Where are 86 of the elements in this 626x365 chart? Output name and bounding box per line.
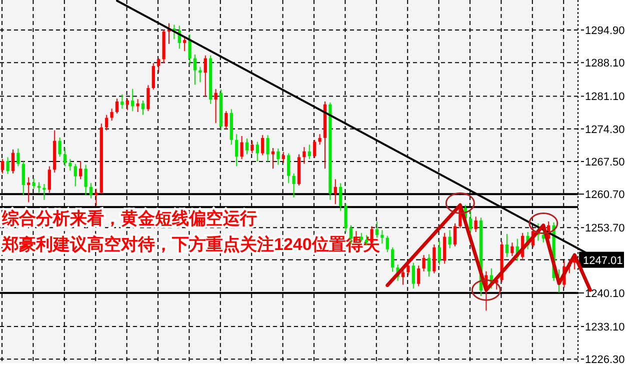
candlestick <box>412 262 415 290</box>
candlestick <box>443 232 446 264</box>
candlestick <box>63 148 67 167</box>
candlestick <box>89 182 93 199</box>
candlestick <box>256 141 259 162</box>
candlestick <box>250 140 254 154</box>
candlestick <box>302 146 306 164</box>
candlestick <box>401 268 405 286</box>
candlestick <box>469 210 472 234</box>
candlestick <box>37 182 41 194</box>
candlestick <box>146 84 150 112</box>
candlestick <box>334 178 337 205</box>
candlestick <box>344 202 348 233</box>
candlestick <box>276 148 280 166</box>
candlestick <box>427 254 431 278</box>
candlestick <box>120 94 124 110</box>
candlestick <box>68 158 72 172</box>
candlestick <box>391 246 394 272</box>
candlestick <box>172 24 176 40</box>
candlestick <box>152 62 155 90</box>
candlestick <box>386 235 389 253</box>
candlestick <box>110 108 114 122</box>
y-tick-label: 1274.30 <box>585 124 625 136</box>
candlestick <box>432 244 436 274</box>
candlestick <box>157 58 160 74</box>
candlestick <box>6 156 10 174</box>
candlestick <box>42 184 46 200</box>
candlestick <box>204 54 207 98</box>
candlestick <box>126 98 129 111</box>
candlestick <box>422 254 426 272</box>
candlestick <box>115 98 119 114</box>
candlestick <box>235 134 238 167</box>
candlestick <box>287 152 290 184</box>
candlestick <box>417 265 420 287</box>
candlestick <box>48 166 51 194</box>
candlestick <box>84 164 88 196</box>
candlestick <box>505 233 509 258</box>
candlestick <box>406 263 410 276</box>
candlestick <box>261 134 264 156</box>
candlestick <box>448 230 452 249</box>
candlestick <box>188 34 192 66</box>
y-tick-label: 1240.10 <box>585 288 625 300</box>
candlestick <box>193 54 197 86</box>
candlestick <box>183 36 186 52</box>
candlestick <box>438 240 441 266</box>
candlestick <box>282 151 285 164</box>
y-tick-label: 1233.10 <box>585 322 625 334</box>
candlestick <box>214 88 218 124</box>
candlestick <box>11 148 15 174</box>
candlestick <box>453 222 457 247</box>
candlestick <box>105 114 108 131</box>
candlestick <box>474 216 478 233</box>
candlestick <box>27 176 30 203</box>
candlestick <box>16 148 20 167</box>
candlestick <box>22 160 25 196</box>
candlestick <box>245 138 249 155</box>
candlestick <box>198 66 202 83</box>
candlestick <box>292 172 296 198</box>
candlestick <box>131 88 134 112</box>
candlestick <box>58 136 62 158</box>
candlestick <box>32 178 36 190</box>
y-tick-label: 1294.90 <box>585 24 625 37</box>
y-tick-label: 1253.70 <box>585 222 625 235</box>
candlestick <box>271 148 275 170</box>
candlestick <box>318 134 322 146</box>
y-tick-label: 1288.10 <box>585 58 625 70</box>
candlestick <box>136 98 140 113</box>
annotation: 综合分析来看，黄金短线偏空运行 <box>1 209 257 228</box>
candlestick <box>141 100 145 116</box>
candlestick <box>240 136 244 160</box>
candlestick <box>224 110 228 130</box>
candlestick <box>510 242 514 256</box>
y-tick-label: 1281.10 <box>585 91 625 104</box>
candlestick <box>1 158 4 174</box>
y-tick-label: 1267.50 <box>585 156 625 168</box>
candlestick <box>313 139 316 159</box>
y-tick-label: 1260.70 <box>585 189 625 202</box>
candlestick <box>380 230 384 244</box>
candlestick <box>94 188 98 206</box>
y-tick-label: 1226.30 <box>585 354 625 365</box>
candlestick <box>79 160 82 180</box>
candlestick <box>74 163 77 187</box>
candlestick <box>339 182 342 212</box>
candlestick <box>308 144 311 160</box>
ref-line-label: 1247.01 <box>583 254 623 267</box>
candlestick <box>266 134 270 162</box>
